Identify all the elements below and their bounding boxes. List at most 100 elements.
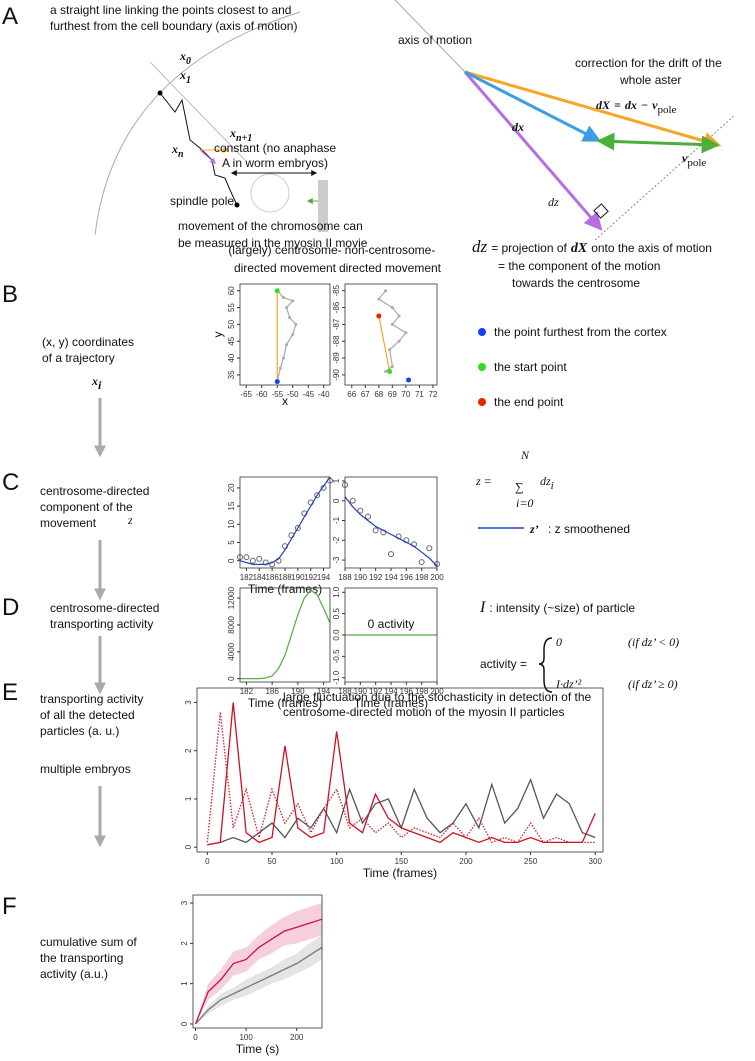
plot-frame — [192, 894, 323, 1029]
x-tick-label: 300 — [589, 857, 603, 866]
annotation: movement of the chromosome can — [178, 219, 363, 233]
projection-line — [594, 114, 736, 241]
symbol: xn — [171, 142, 184, 160]
formula: z’ — [529, 522, 539, 536]
data-point — [365, 513, 371, 520]
annotation: centrosome-directed motion of the myosin… — [283, 705, 564, 719]
x-tick-label: 194 — [317, 687, 331, 696]
row-label: centrosome-directed — [40, 484, 149, 498]
data-point — [243, 554, 250, 561]
x-tick-label: 188 — [338, 687, 352, 696]
data-line — [344, 496, 438, 567]
symbol: x0 — [179, 49, 191, 67]
x-tick-label: 200 — [290, 1033, 304, 1042]
x-tick-label: 72 — [428, 390, 437, 399]
y-tick-label: 35 — [227, 370, 236, 379]
y-tick-label: 3 — [184, 700, 193, 705]
data-point — [274, 379, 280, 385]
row-label: component of the — [40, 500, 133, 514]
formulas: z = ∑ N i=0 dzi z’ : z smoothened I: int… — [475, 448, 679, 693]
row-label: transporting activity — [40, 692, 143, 706]
y-tick-label: 0 — [180, 1021, 189, 1026]
x-tick-label: 66 — [347, 390, 356, 399]
y-tick-label: 2 — [184, 748, 193, 753]
data-point — [390, 364, 394, 368]
plot-frame — [196, 687, 604, 853]
y-tick-label: 1 — [332, 478, 341, 483]
y-tick-label: 0 — [332, 498, 341, 503]
x-tick-label: 190 — [354, 573, 368, 582]
y-tick-label: -90 — [332, 369, 341, 381]
chart: 188 190 192 194 196 198 200 -3 -2 -1 0 1 — [332, 476, 444, 582]
data-point — [262, 559, 269, 566]
symbol: vpole — [682, 151, 706, 169]
x-tick-label: 100 — [330, 857, 344, 866]
row-label: of a trajectory — [42, 351, 115, 365]
row-label: centrosome-directed — [50, 601, 159, 615]
y-tick-label: 15 — [227, 501, 236, 510]
legend-dot — [478, 363, 486, 371]
y-tick-label: 55 — [227, 303, 236, 312]
annotation: furthest from the cell boundary (axis of… — [50, 19, 297, 33]
axis-line — [149, 61, 246, 161]
data-point — [384, 289, 388, 293]
x-tick-label: 192 — [304, 573, 318, 582]
x-tick-label: 190 — [291, 573, 305, 582]
data-point — [288, 316, 292, 320]
annotation: be measured in the myosin II movie — [178, 236, 368, 250]
x-tick-label: 70 — [401, 390, 410, 399]
y-tick-label: 60 — [227, 286, 236, 295]
legend-label: the point furthest from the cortex — [494, 325, 667, 339]
y-tick-label: -85 — [332, 284, 341, 296]
x-tick-label: 0 — [205, 857, 210, 866]
x-tick-label: 182 — [240, 687, 254, 696]
right-angle — [593, 203, 609, 219]
x-axis-label: Time (frames) — [248, 696, 322, 710]
y-tick-label: 1 — [180, 981, 189, 986]
y-tick-label: -88 — [332, 335, 341, 347]
y-tick-label: 1 — [184, 796, 193, 801]
x-tick-label: 50 — [268, 857, 277, 866]
x-tick-label: 100 — [239, 1033, 253, 1042]
data-point — [281, 356, 285, 360]
y-axis-label: y — [211, 332, 225, 338]
data-point — [418, 559, 425, 566]
data-point — [256, 555, 263, 562]
y-tick-label: -2 — [332, 536, 341, 544]
data-line — [194, 918, 323, 1025]
y-tick-label: 50 — [227, 319, 236, 328]
formula: N — [520, 448, 530, 462]
formula: dzi — [540, 474, 554, 492]
annotation: spindle pole — [170, 194, 234, 208]
data-point — [404, 331, 408, 335]
annotation: a straight line linking the points close… — [50, 3, 291, 17]
legend-dot — [478, 328, 486, 336]
x-tick-label: 71 — [415, 390, 424, 399]
data-point — [390, 322, 394, 326]
panel-letter: C — [2, 469, 19, 496]
data-point — [281, 295, 285, 299]
x-tick-label: 198 — [415, 573, 429, 582]
spindle-pole — [250, 173, 290, 213]
formula: ∑ — [515, 480, 524, 494]
x-tick-label: 188 — [278, 573, 292, 582]
data-line — [377, 290, 407, 373]
symbol: dz — [548, 195, 559, 209]
y-tick-label: -1 — [332, 516, 341, 524]
data-line — [206, 712, 596, 844]
y-tick-label: 1.0 — [332, 586, 341, 598]
x-tick-label: 250 — [524, 857, 538, 866]
legend-label: the start point — [494, 360, 567, 374]
row-label: movement — [40, 516, 97, 530]
x-tick-label: -50 — [287, 390, 299, 399]
data-point — [388, 348, 392, 352]
formula: activity = — [480, 657, 527, 671]
y-tick-label: 0 — [227, 676, 236, 681]
equation: dX = dx − vpole — [596, 98, 677, 116]
x-tick-label: 200 — [430, 573, 444, 582]
cell-boundary — [94, 11, 301, 236]
row-label: of all the detected — [40, 708, 135, 722]
data-line — [240, 589, 331, 680]
x-axis-label: x — [282, 394, 288, 408]
